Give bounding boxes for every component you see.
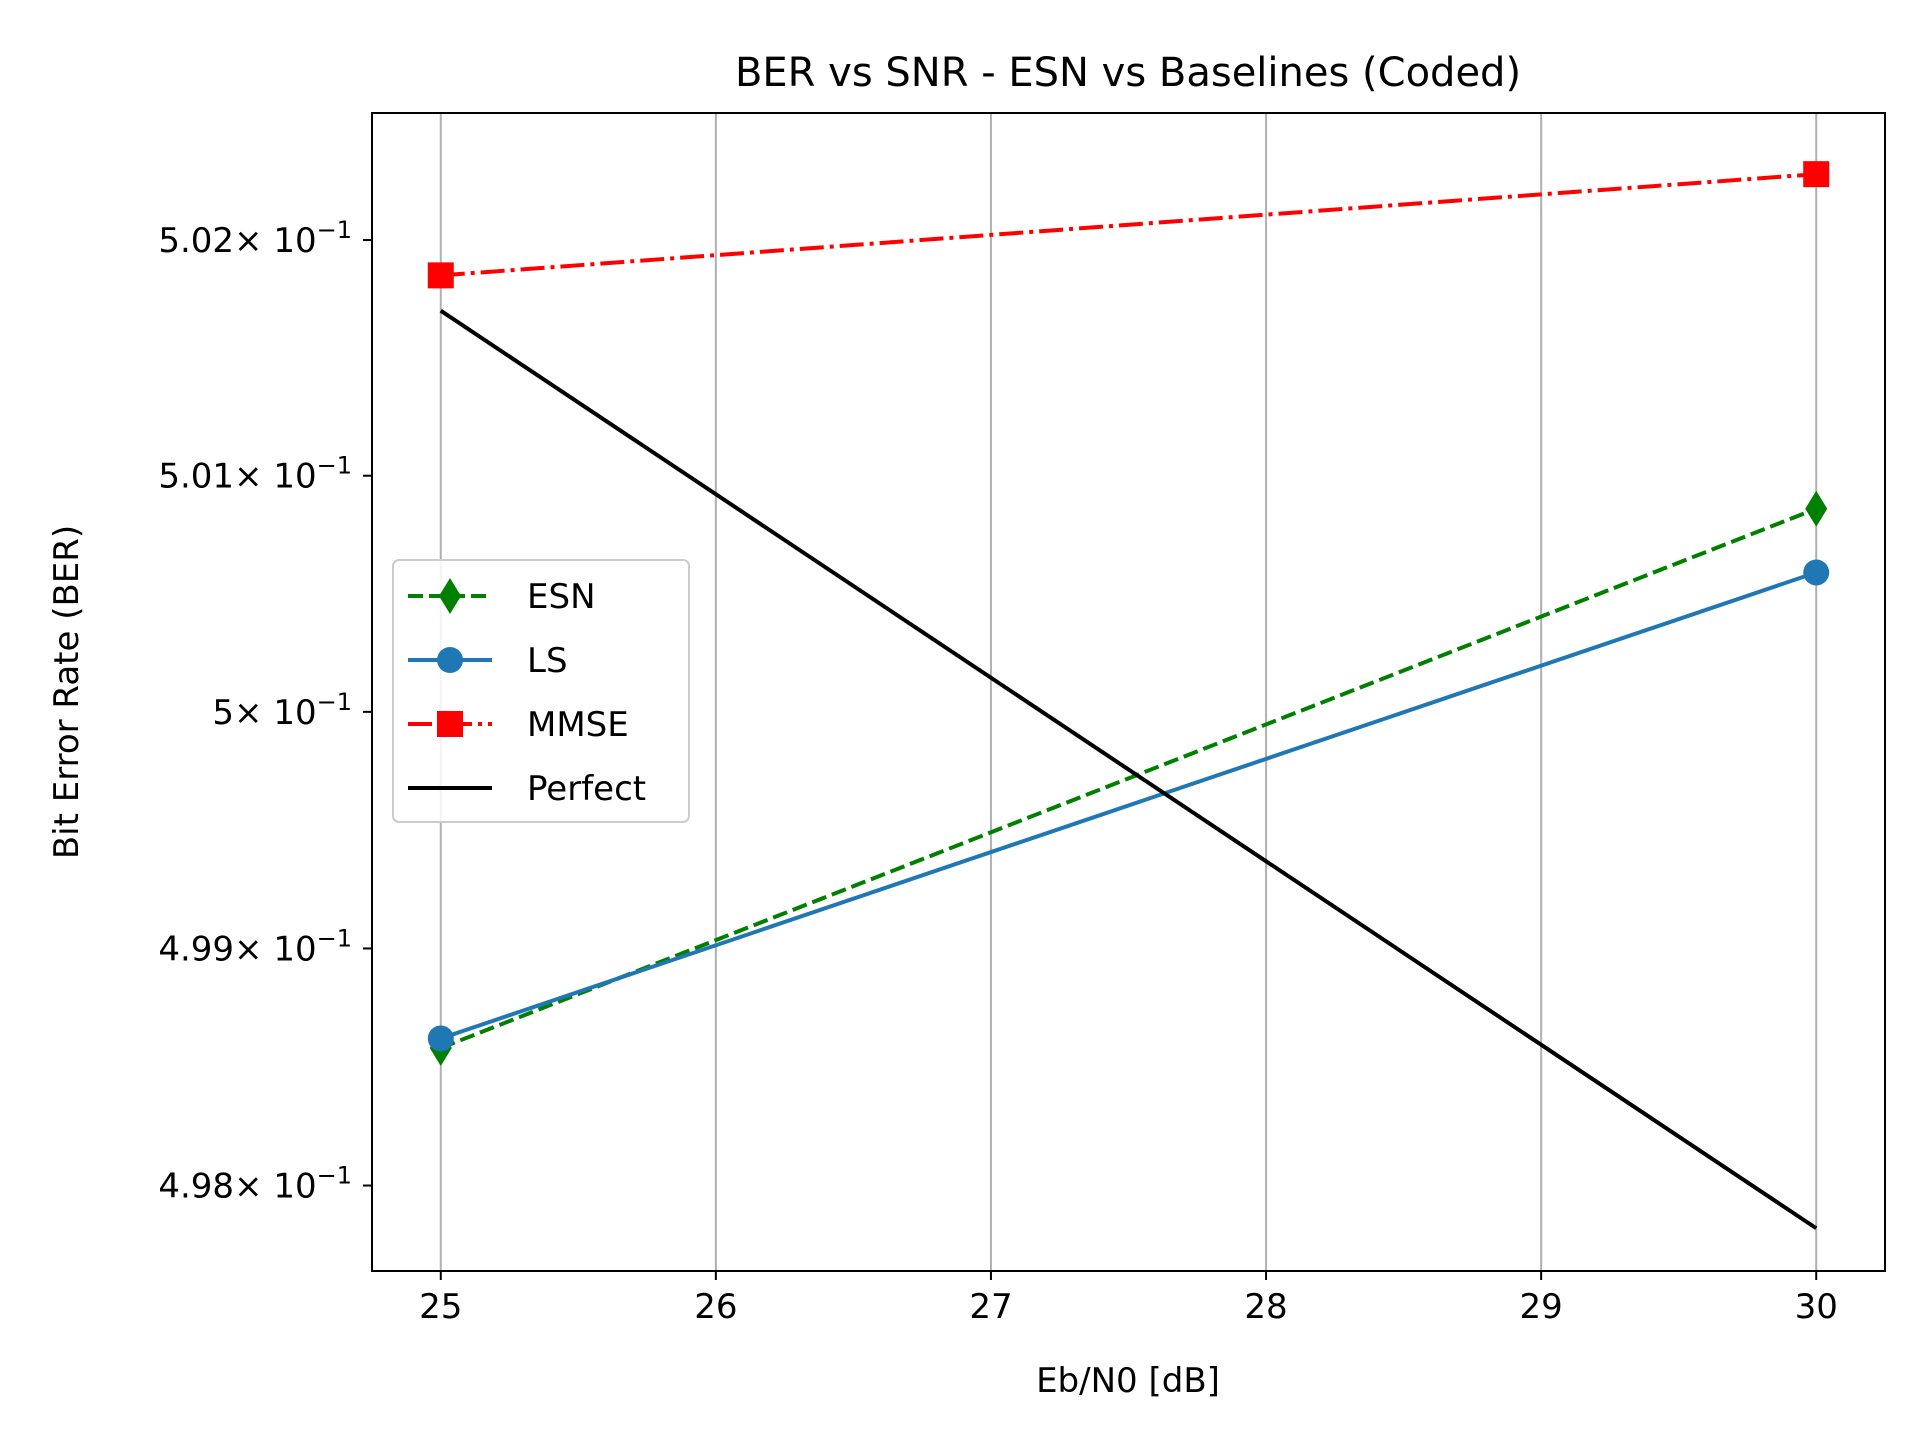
series-mmse: [427, 161, 1830, 289]
legend-marker: [439, 578, 461, 614]
series-line-perfect: [439, 309, 1818, 1230]
x-tick-label: 30: [1795, 1287, 1838, 1327]
legend-item-esn: ESN: [408, 577, 596, 617]
y-axis-ticks: 4.98× 10−1 4.99× 10−1 5× 10−1 5.01× 10−1 5.0…: [158, 216, 372, 1207]
legend-label: Perfect: [527, 769, 646, 809]
grid-lines: [439, 113, 1818, 1271]
x-axis-label: Eb/N0 [dB]: [1036, 1361, 1220, 1401]
x-axis-ticks: 25 26 27 28 29 30: [419, 1271, 1838, 1327]
plot-frame: [371, 112, 1886, 1272]
y-tick-label: 5.01× 10−1: [158, 452, 352, 497]
y-tick-label: 5.02× 10−1: [158, 216, 352, 261]
legend-label: MMSE: [527, 705, 629, 745]
data-point-esn: [1805, 490, 1828, 527]
y-tick-label: 4.98× 10−1: [158, 1162, 352, 1207]
legend-item-perfect: Perfect: [408, 769, 646, 809]
legend-label: LS: [527, 641, 568, 681]
legend-box: [392, 559, 690, 823]
data-point-ls: [1803, 559, 1830, 586]
legend-item-mmse: MMSE: [408, 705, 629, 745]
legend: ESN LS MMSE Perfect: [392, 559, 690, 823]
x-tick-label: 25: [419, 1287, 462, 1327]
legend-marker: [437, 711, 463, 737]
y-axis-label: Bit Error Rate (BER): [47, 525, 87, 859]
series-line-mmse: [440, 172, 1817, 278]
series-ls: [427, 559, 1830, 1052]
data-point-ls: [427, 1025, 454, 1052]
y-tick-label: 5× 10−1: [212, 688, 352, 733]
series-line-ls: [440, 570, 1817, 1041]
x-tick-label: 27: [969, 1287, 1012, 1327]
series-layer: [427, 161, 1830, 1230]
chart-title: BER vs SNR - ESN vs Baselines (Coded): [735, 50, 1521, 96]
x-tick-label: 26: [694, 1287, 737, 1327]
data-point-mmse: [1803, 161, 1830, 188]
y-tick-label: 4.99× 10−1: [158, 924, 352, 969]
legend-item-ls: LS: [408, 641, 568, 681]
data-point-mmse: [427, 262, 454, 289]
legend-marker: [437, 647, 463, 673]
x-tick-label: 28: [1244, 1287, 1287, 1327]
x-tick-label: 29: [1520, 1287, 1563, 1327]
legend-label: ESN: [527, 577, 596, 617]
series-perfect: [439, 309, 1818, 1230]
series-line-esn: [440, 506, 1817, 1050]
